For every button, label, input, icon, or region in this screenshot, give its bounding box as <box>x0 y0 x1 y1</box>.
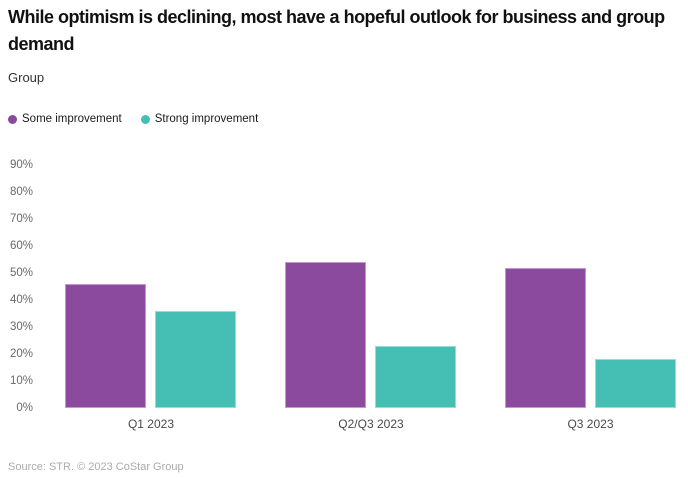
bar-q1-2023-some-improvement <box>65 283 146 408</box>
y-axis-tick-10: 10% <box>9 375 33 387</box>
y-axis-tick-60: 60% <box>9 240 33 252</box>
legend-swatch-strong-improvement <box>140 114 150 124</box>
legend-label-some-improvement: Some improvement <box>22 113 122 125</box>
x-axis-label-q1-2023: Q1 2023 <box>127 417 175 431</box>
legend: Some improvement Strong improvement <box>8 113 277 125</box>
x-axis-label-q3-2023: Q3 2023 <box>567 417 614 431</box>
y-axis-tick-20: 20% <box>9 348 33 360</box>
legend-swatch-some-improvement <box>8 114 17 124</box>
y-axis-tick-0: 0% <box>16 402 33 414</box>
y-axis-tick-40: 40% <box>9 294 33 306</box>
legend-label-strong-improvement: Strong improvement <box>154 113 259 125</box>
page-title: While optimism is declining, most have a… <box>8 7 665 54</box>
y-axis-tick-50: 50% <box>9 267 33 279</box>
source-note: Source: STR. © 2023 CoStar Group <box>8 461 184 473</box>
y-axis-tick-30: 30% <box>9 321 33 333</box>
y-axis-tick-70: 70% <box>9 213 33 225</box>
legend-item-strong-improvement: Strong improvement <box>140 113 259 125</box>
group-label: Group <box>8 70 45 85</box>
x-axis-label-q2-q3-2023: Q2/Q3 2023 <box>338 417 404 431</box>
bar-q2-q3-2023-strong-improvement <box>375 345 456 408</box>
bar-q2-q3-2023-some-improvement <box>285 262 366 408</box>
bar-q3-2023-strong-improvement <box>594 359 676 408</box>
bar-q1-2023-strong-improvement <box>155 310 236 408</box>
chart-area: 0% 10% 20% 30% 40% 50% 60% 70% 80% 90% Q1 2023 Q2/Q… <box>0 150 688 450</box>
y-axis-tick-80: 80% <box>9 186 33 198</box>
bar-q3-2023-some-improvement <box>504 267 586 408</box>
legend-item-some-improvement: Some improvement <box>8 113 122 125</box>
y-axis-tick-90: 90% <box>9 159 33 171</box>
